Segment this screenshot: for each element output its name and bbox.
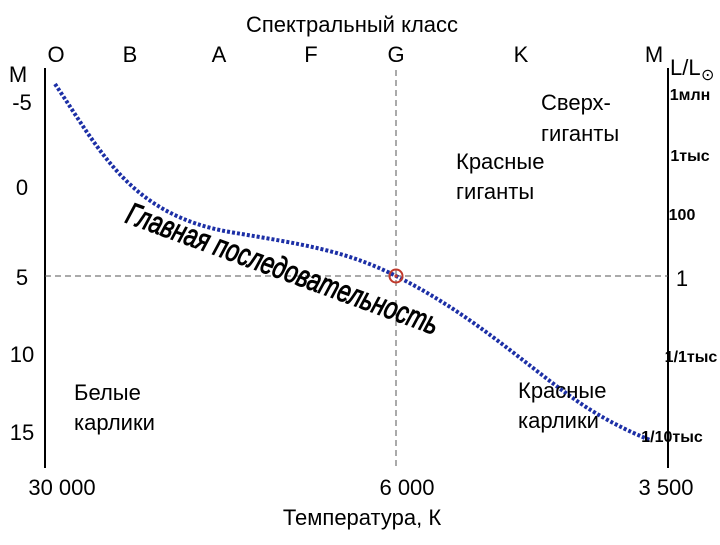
red-giants-label: Красные гиганты bbox=[456, 149, 544, 204]
red-dwarfs-label: Красные карлики bbox=[518, 378, 606, 433]
white-dwarfs-label: Белые карлики bbox=[74, 380, 155, 435]
right-axis-title: L/L ⊙ bbox=[670, 55, 714, 84]
left-tick-5: 5 bbox=[16, 265, 28, 290]
svg-text:карлики: карлики bbox=[518, 408, 599, 433]
supergiants-label: Сверх- гиганты bbox=[541, 90, 619, 146]
bottom-tick-6000: 6 000 bbox=[379, 475, 434, 500]
right-tick-1-10tys: 1/10тыс bbox=[641, 429, 703, 446]
spectral-class-f: F bbox=[304, 42, 317, 67]
svg-text:Сверх-: Сверх- bbox=[541, 90, 611, 115]
main-sequence-curve bbox=[53, 82, 651, 442]
left-tick-15: 15 bbox=[10, 420, 34, 445]
spectral-class-g: G bbox=[387, 42, 404, 67]
right-tick-100: 100 bbox=[669, 207, 696, 224]
spectral-class-o: O bbox=[47, 42, 64, 67]
spectral-class-m: M bbox=[645, 42, 663, 67]
bottom-tick-3500: 3 500 bbox=[638, 475, 693, 500]
spectral-class-k: K bbox=[514, 42, 529, 67]
top-axis-title: Спектральный класс bbox=[246, 12, 458, 37]
svg-text:гиганты: гиганты bbox=[456, 179, 534, 204]
sun-marker bbox=[388, 268, 404, 284]
right-tick-1tys: 1тыс bbox=[670, 148, 709, 165]
left-tick-0: 0 bbox=[16, 175, 28, 200]
left-axis-title: M bbox=[9, 62, 27, 87]
svg-text:гиганты: гиганты bbox=[541, 121, 619, 146]
svg-text:Красные: Красные bbox=[518, 378, 606, 403]
left-tick-10: 10 bbox=[10, 342, 34, 367]
left-tick-minus5: -5 bbox=[12, 90, 32, 115]
svg-text:Белые: Белые bbox=[74, 380, 141, 405]
bottom-tick-30000: 30 000 bbox=[28, 475, 95, 500]
bottom-axis-title: Температура, К bbox=[283, 505, 441, 530]
right-tick-1-1tys: 1/1тыс bbox=[665, 349, 718, 366]
right-axis-title-main: L/L bbox=[670, 55, 701, 80]
right-tick-1: 1 bbox=[676, 266, 688, 291]
spectral-class-a: A bbox=[212, 42, 227, 67]
right-tick-1mln: 1млн bbox=[670, 87, 711, 104]
sun-symbol: ⊙ bbox=[701, 67, 714, 84]
svg-text:карлики: карлики bbox=[74, 410, 155, 435]
svg-text:Красные: Красные bbox=[456, 149, 544, 174]
spectral-class-b: B bbox=[123, 42, 138, 67]
